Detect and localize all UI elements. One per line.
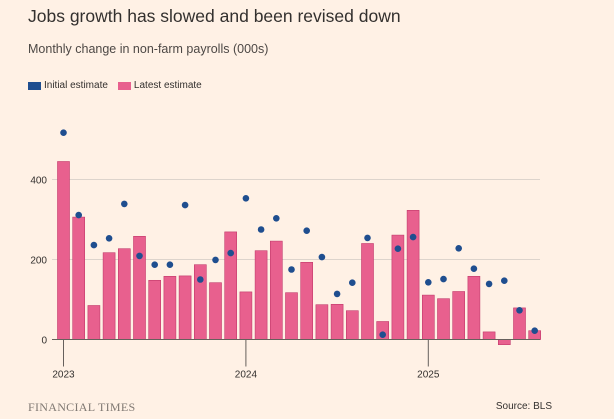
dot-initial-2024-01 <box>242 195 250 202</box>
bar-latest-2023-12 <box>224 231 237 340</box>
bar-latest-2025-06 <box>497 339 511 345</box>
legend-swatch-latest <box>117 81 131 90</box>
bar-latest-2023-07 <box>148 279 161 340</box>
dot-initial-2024-08 <box>349 279 356 287</box>
x-tick-label-2024: 2024 <box>235 370 258 381</box>
bar-latest-2025-04 <box>467 275 481 340</box>
bar-latest-2024-01 <box>239 291 253 340</box>
dot-initial-2023-02 <box>75 211 82 219</box>
bar-latest-2025-01 <box>421 294 435 340</box>
bar-latest-2023-02 <box>72 216 85 340</box>
bar-latest-2023-06 <box>133 236 146 340</box>
dot-initial-2024-10 <box>379 331 387 339</box>
dot-initial-2024-04 <box>288 266 295 273</box>
legend-item-initial: Initial estimate <box>28 80 108 91</box>
bar-latest-2025-02 <box>437 298 450 340</box>
bar-latest-2024-12 <box>406 210 420 340</box>
dot-initial-2025-08 <box>531 327 538 335</box>
dot-initial-2024-11 <box>394 245 402 252</box>
bar-layer <box>57 161 542 345</box>
bar-latest-2023-03 <box>87 305 101 340</box>
bar-latest-2024-06 <box>315 304 329 340</box>
dot-initial-2024-05 <box>303 227 311 234</box>
dot-initial-2023-06 <box>136 252 143 260</box>
dot-initial-2024-12 <box>409 233 417 241</box>
bar-latest-2023-10 <box>194 264 207 340</box>
grid-layer <box>52 179 540 260</box>
chart-subtitle: Monthly change in non-farm payrolls (000… <box>28 42 269 56</box>
dot-initial-2025-07 <box>516 307 523 314</box>
legend-swatch-initial <box>28 81 41 90</box>
legend: Initial estimate Latest estimate <box>28 80 202 91</box>
legend-label-latest: Latest estimate <box>133 80 202 91</box>
y-tick-label-0: 0 <box>41 336 47 347</box>
dot-initial-2025-05 <box>485 280 493 288</box>
bar-latest-2025-05 <box>482 331 496 340</box>
bar-latest-2024-05 <box>300 261 314 340</box>
bar-latest-2024-09 <box>361 243 374 340</box>
dot-layer <box>60 129 538 339</box>
chart-title: Jobs growth has slowed and been revised … <box>28 6 401 26</box>
dot-initial-2024-02 <box>257 226 265 233</box>
bar-latest-2023-11 <box>209 282 222 340</box>
dot-initial-2023-12 <box>227 249 234 257</box>
y-tick-label-200: 200 <box>30 256 47 267</box>
dot-initial-2025-06 <box>501 277 508 285</box>
x-tick-label-2023: 2023 <box>52 370 75 381</box>
bar-latest-2024-08 <box>345 310 359 340</box>
brand-logo: FINANCIAL TIMES <box>28 400 136 414</box>
dot-initial-2023-11 <box>212 256 219 264</box>
dot-initial-2023-01 <box>60 129 67 136</box>
dot-initial-2025-03 <box>455 245 463 252</box>
dot-initial-2023-10 <box>197 276 204 283</box>
dot-initial-2023-09 <box>181 201 189 209</box>
source-note: Source: BLS <box>495 401 552 412</box>
dot-initial-2024-09 <box>364 234 371 242</box>
bar-latest-2024-04 <box>285 292 298 340</box>
bar-latest-2023-08 <box>163 275 177 340</box>
bar-latest-2023-05 <box>118 248 131 340</box>
legend-item-latest: Latest estimate <box>117 80 202 91</box>
x-tick-label-2025: 2025 <box>417 370 440 381</box>
dot-initial-2024-07 <box>333 290 341 298</box>
legend-label-initial: Initial estimate <box>44 80 108 91</box>
dot-initial-2025-04 <box>470 265 478 273</box>
dot-initial-2024-06 <box>318 253 326 261</box>
bar-latest-2023-09 <box>178 275 192 340</box>
bar-latest-2025-03 <box>452 291 466 340</box>
dot-initial-2023-08 <box>166 261 174 269</box>
axis-layer: 0 200 400 2023 2024 2025 <box>30 176 540 381</box>
bar-latest-2024-03 <box>269 240 283 340</box>
dot-initial-2023-05 <box>121 200 128 208</box>
bar-latest-2024-07 <box>330 303 344 340</box>
bar-latest-2023-04 <box>102 252 116 340</box>
y-tick-label-400: 400 <box>30 176 47 187</box>
dot-initial-2024-03 <box>273 215 280 222</box>
bar-latest-2024-02 <box>254 250 268 340</box>
bar-latest-2023-01 <box>57 161 70 340</box>
dot-initial-2025-02 <box>440 275 447 283</box>
dot-initial-2023-07 <box>151 261 158 269</box>
dot-initial-2023-03 <box>90 241 98 249</box>
dot-initial-2023-04 <box>105 235 113 242</box>
dot-initial-2025-01 <box>425 279 432 286</box>
